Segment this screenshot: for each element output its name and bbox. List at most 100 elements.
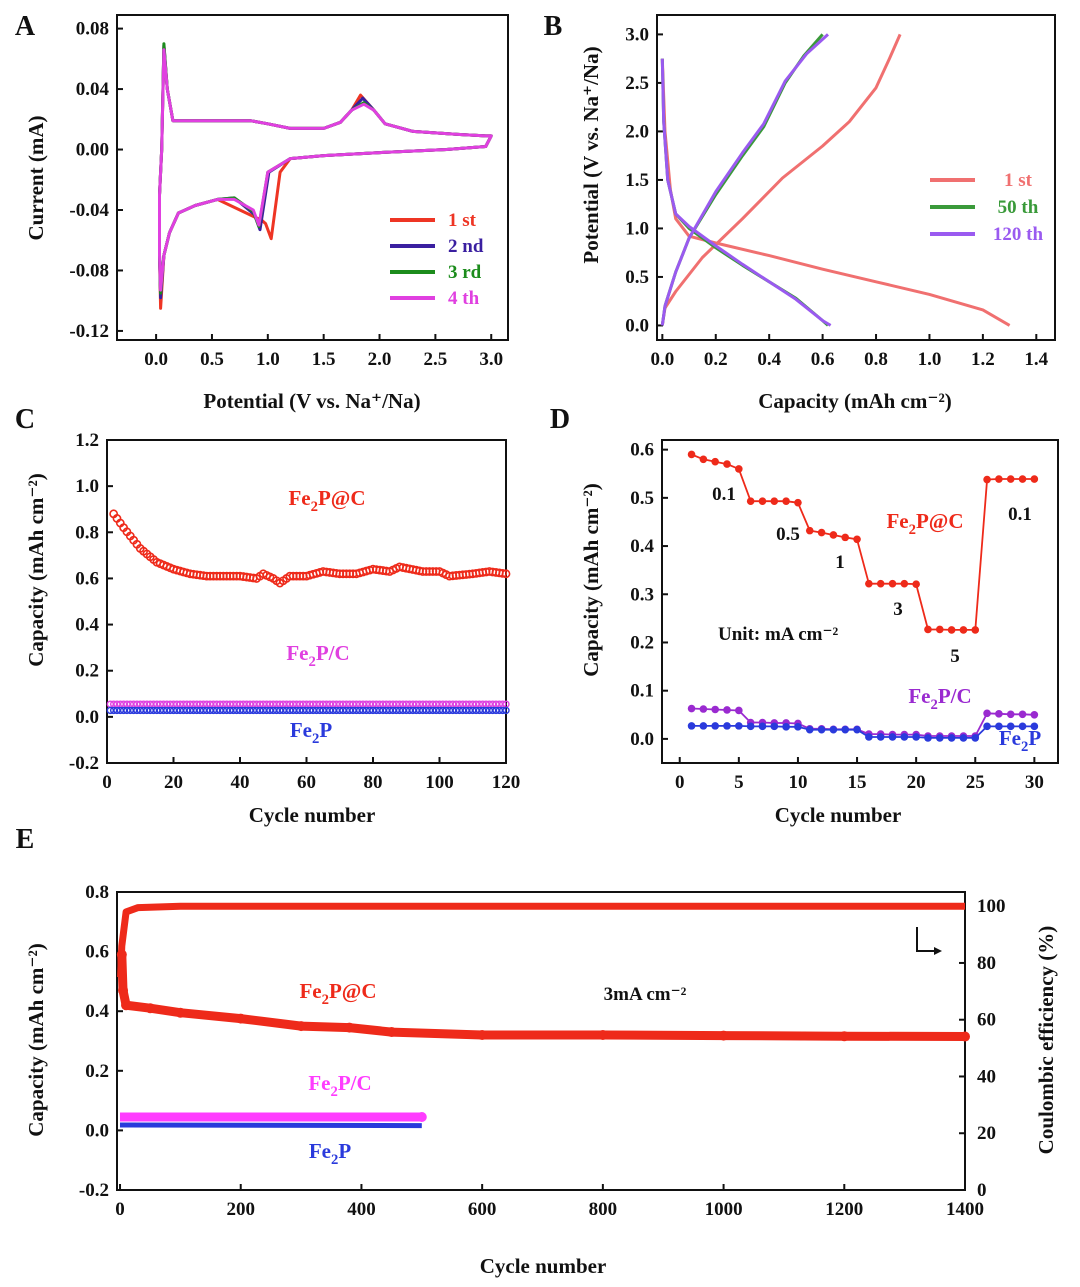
rate-point-0: [959, 626, 968, 634]
rate-point-0: [723, 460, 731, 468]
y2-tick-label: 80: [977, 953, 996, 974]
x-tick-label: 1.0: [918, 349, 942, 370]
rate-point-0: [876, 579, 885, 588]
y2-tick-label: 20: [977, 1123, 996, 1144]
x-tick-label: 0: [102, 772, 112, 793]
x-tick-label: 0: [675, 772, 685, 793]
rate-point-2: [865, 733, 873, 741]
data-point-fe2p-c: [498, 568, 508, 578]
rate-line-1: [691, 707, 1035, 737]
series-label-fe2p-c: Fe2P@C: [288, 486, 365, 515]
y-tick-label: 0.2: [630, 632, 654, 653]
rate-point-0: [758, 497, 767, 506]
rate-point-0: [900, 579, 909, 588]
x-tick-label: 200: [226, 1199, 255, 1220]
rate-point-0: [687, 450, 696, 459]
y-tick-label: 0.4: [630, 536, 654, 557]
rate-label: 3: [893, 599, 903, 620]
series-label-fe2p-slash-c-part: P/C: [338, 1071, 372, 1095]
rate-point-2: [687, 722, 696, 730]
rate-label: 0.1: [712, 484, 736, 505]
charge-curve-2: [660, 33, 830, 326]
panel-letter: B: [544, 11, 563, 42]
x-tick-label: 120: [492, 772, 521, 793]
y-tick-label: 0.04: [76, 79, 110, 100]
rate-point-1: [1030, 710, 1039, 719]
capacity-band-fe2p-c: [117, 954, 966, 1041]
x-tick-label: 0.8: [864, 349, 888, 370]
series-label-fe2p-c-sub: 2: [909, 522, 916, 538]
y-axis-title: Capacity (mAh cm⁻²): [24, 943, 48, 1137]
capacity-point-fe2p-c: [597, 1030, 608, 1041]
rate-point-2: [888, 733, 897, 741]
x-axis-title: Potential (V vs. Na⁺/Na): [203, 389, 420, 413]
panel-letter: A: [15, 11, 36, 42]
y-tick-label: 0.6: [630, 440, 654, 461]
y-tick-label: 0.2: [75, 661, 99, 682]
capacity-point-fe2p-c: [121, 1000, 132, 1011]
data-point-fe2p-c: [501, 569, 511, 579]
panel-a: 0.0 0.5 1.0 1.5 2.0 2.5 3.0 0.08 0.04 0.00 -0.04 -0…: [69, 14, 509, 370]
series-label-fe2p-slash-c-sub: 2: [330, 1084, 337, 1100]
capacity-point-fe2p-c: [296, 1021, 307, 1032]
cv-curve-0: [158, 45, 493, 310]
y-tick-label: 2.0: [625, 121, 649, 142]
x-tick-label: 2.5: [424, 349, 448, 370]
y-axis-title: Capacity (mAh cm⁻²): [24, 473, 48, 667]
capacity-point-fe2p-c: [718, 1030, 729, 1041]
plot-frame: [656, 14, 1056, 341]
x-tick-label: 0.0: [144, 349, 168, 370]
capacity-point-fe2p-c: [145, 1003, 156, 1014]
legend-label: 4 th: [448, 288, 480, 309]
y2-axis-title: Coulombic efficiency (%): [1034, 926, 1058, 1155]
y-tick-label: 0.0: [630, 729, 654, 750]
y-tick-label: 1.0: [625, 218, 649, 239]
rate-point-0: [888, 579, 897, 588]
charge-curve-0: [660, 33, 902, 326]
legend-label: 1 st: [448, 210, 477, 231]
rate-point-1: [1018, 710, 1027, 719]
y-tick-label: 0.2: [85, 1061, 109, 1082]
rate-line-0: [691, 453, 1035, 631]
rate-point-0: [971, 626, 980, 634]
rate-point-0: [711, 457, 719, 466]
x-tick-label: 800: [589, 1199, 618, 1220]
x-tick-label: 100: [425, 772, 454, 793]
y-tick-label: 0.5: [630, 488, 654, 509]
cv-curve-3: [158, 48, 493, 292]
rate-point-0: [1018, 475, 1027, 483]
rate-point-0: [865, 579, 873, 588]
panel-b: 0.0 0.2 0.4 0.6 0.8 1.0 1.2 1.4 0.0 0.5 1.0 1.5 2.0 2…: [625, 14, 1056, 370]
rate-point-2: [794, 723, 802, 731]
rate-point-2: [900, 733, 909, 741]
legend-label: 50 th: [998, 197, 1039, 218]
rate-point-2: [829, 725, 838, 734]
y-tick-label: 0.0: [85, 1120, 109, 1141]
discharge-curve-0: [660, 58, 1011, 327]
rate-label: 1: [835, 552, 845, 573]
series-label-fe2p-slash-c-part: P/C: [316, 641, 350, 665]
y-tick-label: 3.0: [625, 24, 649, 45]
panel-d: 0 5 10 15 20 25 300.00.10.20.30.40.50.60.10.51…: [630, 439, 1059, 793]
rate-point-0: [699, 455, 708, 464]
rate-point-0: [805, 526, 814, 535]
rate-point-2: [699, 722, 708, 730]
rate-point-2: [782, 723, 790, 731]
legend-label: 1 st: [1004, 170, 1033, 191]
rate-point-0: [770, 497, 779, 506]
rate-point-1: [983, 709, 991, 718]
rate-point-2: [876, 733, 885, 741]
series-label-fe2p-c-sub: 2: [311, 499, 318, 515]
x-axis-title: Capacity (mAh cm⁻²): [758, 389, 952, 413]
y-tick-label: 0.0: [625, 315, 649, 336]
rate-point-0: [746, 497, 755, 506]
panel-letter: E: [16, 824, 35, 855]
rate-point-2: [817, 725, 826, 734]
series-label-fe2p-slash-c-part: Fe: [908, 684, 930, 708]
x-tick-label: 400: [347, 1199, 376, 1220]
capacity-point-fe2p-c: [235, 1013, 246, 1024]
y-tick-label: 2.5: [625, 73, 649, 94]
x-tick-label: 1.2: [971, 349, 995, 370]
discharge-curve-2: [660, 58, 832, 327]
x-tick-label: 1400: [946, 1199, 984, 1220]
